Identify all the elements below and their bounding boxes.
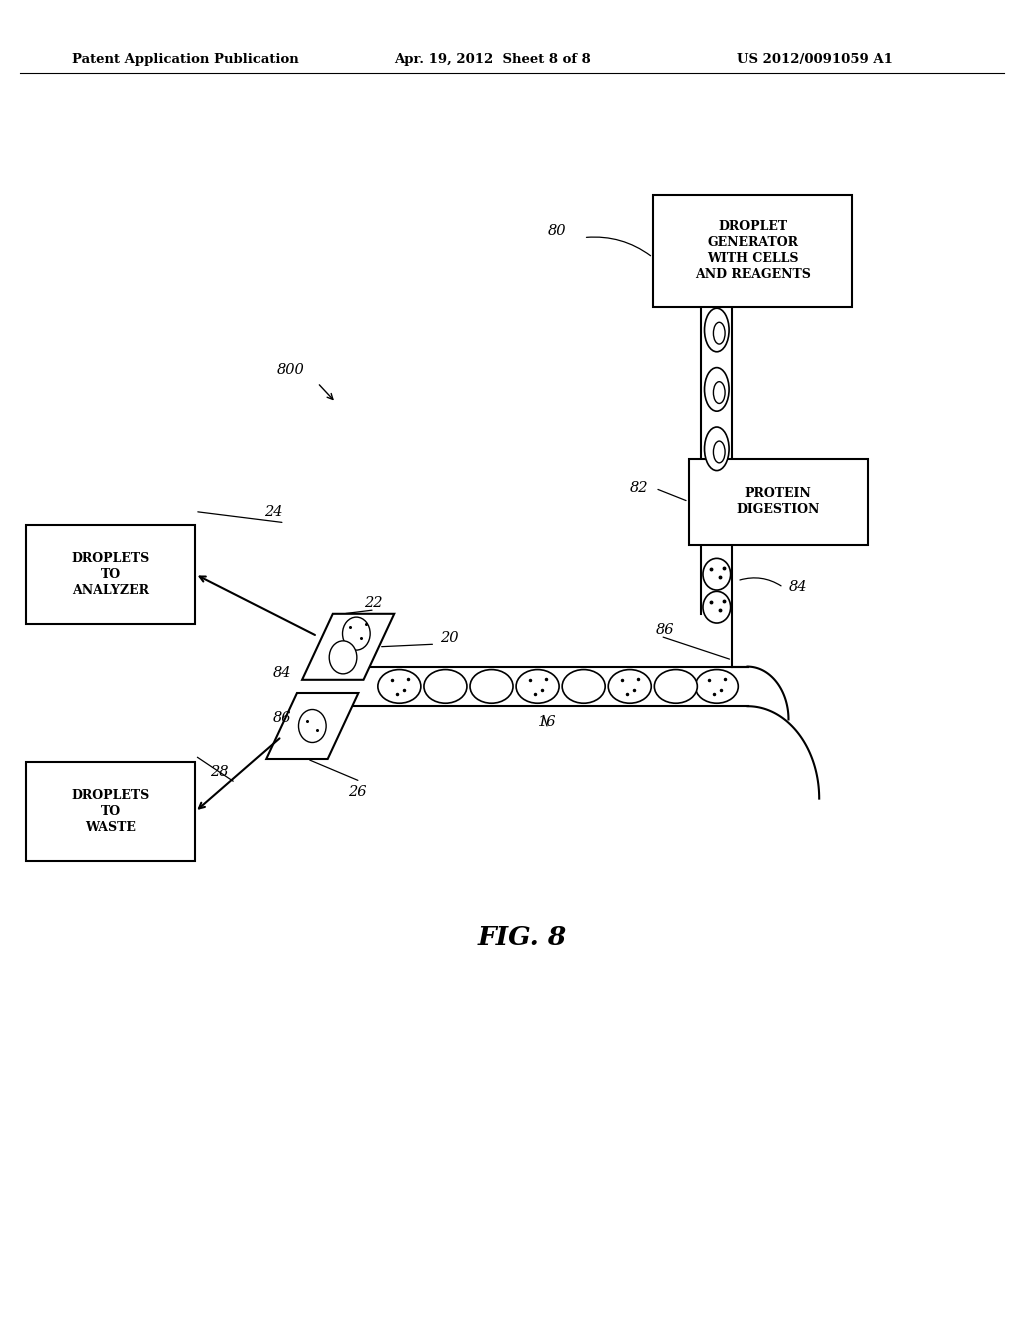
Text: PROTEIN
DIGESTION: PROTEIN DIGESTION (736, 487, 820, 516)
Text: 26: 26 (348, 785, 367, 799)
Bar (653, 194, 852, 306)
Text: DROPLETS
TO
WASTE: DROPLETS TO WASTE (72, 789, 150, 834)
Text: 84: 84 (272, 667, 291, 680)
Ellipse shape (705, 368, 729, 412)
Text: 24: 24 (264, 506, 283, 519)
Text: Apr. 19, 2012  Sheet 8 of 8: Apr. 19, 2012 Sheet 8 of 8 (394, 53, 591, 66)
Polygon shape (266, 693, 358, 759)
Text: Patent Application Publication: Patent Application Publication (72, 53, 298, 66)
Polygon shape (302, 614, 394, 680)
Ellipse shape (342, 618, 371, 651)
Text: 86: 86 (655, 623, 674, 636)
Ellipse shape (470, 669, 513, 704)
Ellipse shape (424, 669, 467, 704)
Text: US 2012/0091059 A1: US 2012/0091059 A1 (737, 53, 893, 66)
Text: 82: 82 (630, 482, 648, 495)
Bar (26, 525, 195, 624)
Text: 20: 20 (440, 631, 459, 644)
Ellipse shape (705, 428, 729, 470)
Ellipse shape (702, 558, 730, 590)
Ellipse shape (705, 309, 729, 351)
Text: 16: 16 (538, 715, 556, 729)
Ellipse shape (654, 669, 697, 704)
Bar (688, 458, 867, 544)
Ellipse shape (714, 441, 725, 463)
Ellipse shape (516, 669, 559, 704)
Text: DROPLETS
TO
ANALYZER: DROPLETS TO ANALYZER (72, 552, 150, 597)
Ellipse shape (299, 710, 326, 742)
Text: 800: 800 (276, 363, 304, 376)
Ellipse shape (330, 642, 357, 673)
Ellipse shape (562, 669, 605, 704)
Ellipse shape (378, 669, 421, 704)
Text: 86: 86 (272, 711, 291, 725)
Ellipse shape (702, 591, 730, 623)
Ellipse shape (714, 381, 725, 404)
Text: 80: 80 (548, 224, 566, 238)
Ellipse shape (695, 669, 738, 704)
Text: 84: 84 (788, 581, 807, 594)
Ellipse shape (714, 322, 725, 345)
Bar (26, 762, 195, 861)
Text: 22: 22 (365, 597, 383, 610)
Ellipse shape (608, 669, 651, 704)
Text: FIG. 8: FIG. 8 (477, 925, 567, 949)
Text: DROPLET
GENERATOR
WITH CELLS
AND REAGENTS: DROPLET GENERATOR WITH CELLS AND REAGENT… (694, 220, 811, 281)
Text: 28: 28 (210, 766, 228, 779)
